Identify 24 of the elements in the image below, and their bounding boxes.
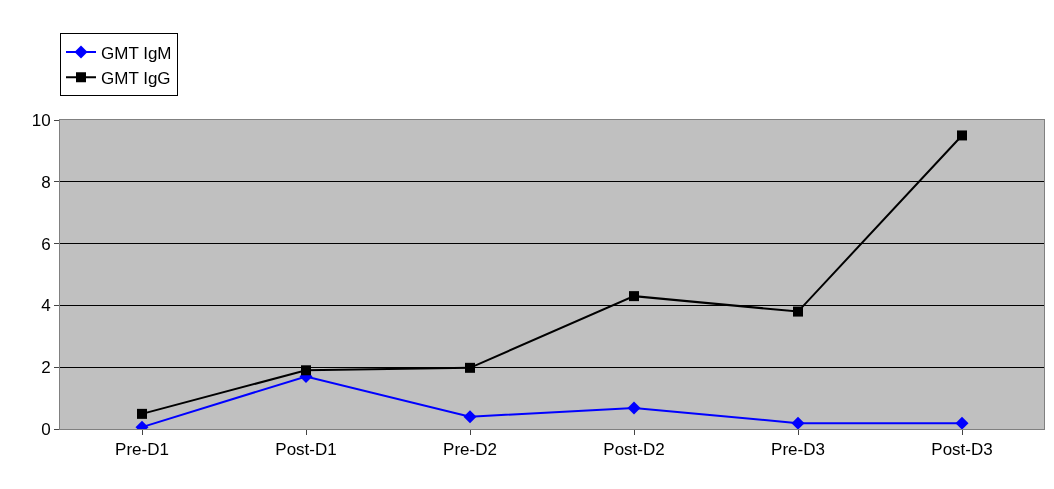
x-tick-label: Post-D1 bbox=[275, 440, 337, 460]
point bbox=[137, 408, 147, 419]
legend-label: GMT IgM bbox=[101, 43, 172, 63]
y-tick-label: 0 bbox=[41, 419, 51, 439]
y-tick-label: 8 bbox=[41, 172, 51, 192]
x-tick-label: Pre-D2 bbox=[443, 440, 497, 460]
point bbox=[957, 130, 967, 141]
y-tick-label: 6 bbox=[41, 234, 51, 254]
y-tick-label: 2 bbox=[41, 358, 51, 378]
x-tick-label: Post-D3 bbox=[931, 440, 993, 460]
point bbox=[629, 291, 639, 302]
point bbox=[627, 401, 641, 415]
point bbox=[793, 306, 803, 317]
y-tick-label: 10 bbox=[31, 110, 51, 130]
point bbox=[301, 365, 311, 376]
x-tick-label: Pre-D1 bbox=[115, 440, 169, 460]
point bbox=[791, 416, 805, 429]
y-tick-label: 4 bbox=[41, 296, 51, 316]
legend-label: GMT IgG bbox=[101, 68, 171, 88]
x-tick-label: Post-D2 bbox=[603, 440, 665, 460]
point bbox=[955, 416, 969, 429]
point bbox=[465, 362, 475, 373]
point bbox=[463, 410, 477, 424]
x-tick-label: Pre-D3 bbox=[771, 440, 825, 460]
